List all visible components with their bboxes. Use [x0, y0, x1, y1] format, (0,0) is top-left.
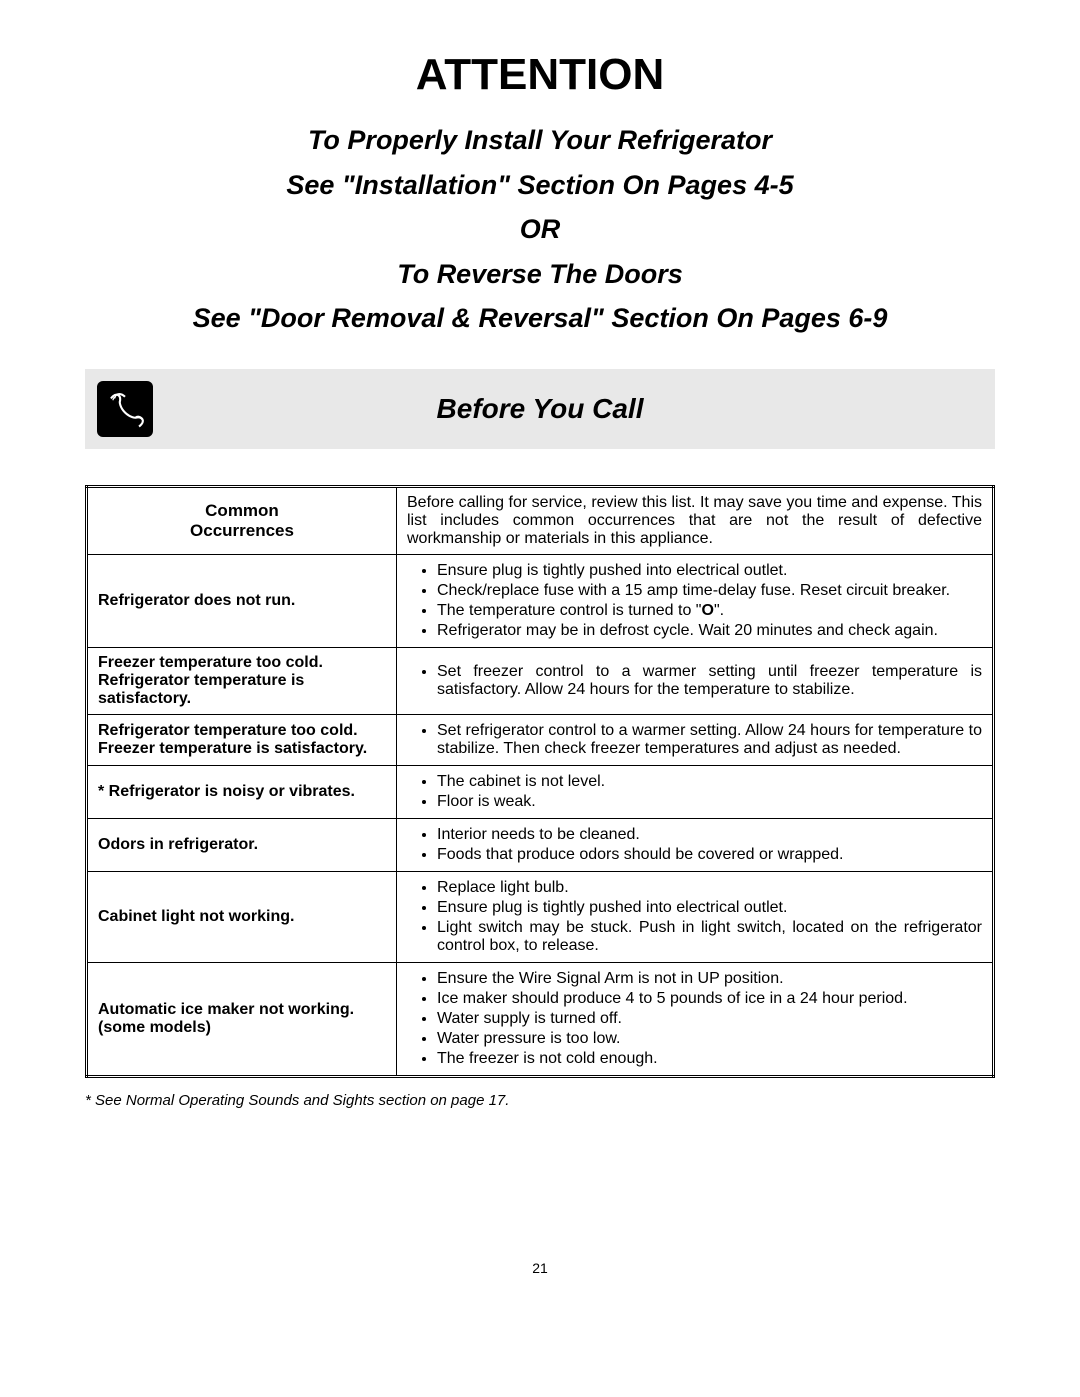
banner-title: Before You Call — [165, 393, 995, 425]
subtitle-line: See "Door Removal & Reversal" Section On… — [85, 296, 995, 341]
table-row-left: Cabinet light not working. — [87, 871, 397, 962]
table-row-left: Refrigerator temperature too cold. Freez… — [87, 714, 397, 765]
list-item: Water supply is turned off. — [437, 1009, 982, 1029]
subtitle-block: To Properly Install Your Refrigerator Se… — [85, 118, 995, 341]
table-header-right: Before calling for service, review this … — [397, 486, 994, 554]
phone-icon — [97, 381, 153, 437]
table-row-right: Ensure the Wire Signal Arm is not in UP … — [397, 962, 994, 1076]
list-item: Foods that produce odors should be cover… — [437, 845, 982, 865]
list-item: Set refrigerator control to a warmer set… — [437, 721, 982, 759]
subtitle-line: OR — [85, 207, 995, 252]
table-row-right: Set freezer control to a warmer setting … — [397, 647, 994, 714]
table-row-right: Ensure plug is tightly pushed into elect… — [397, 554, 994, 647]
list-item: The cabinet is not level. — [437, 772, 982, 792]
page-title: ATTENTION — [85, 50, 995, 100]
table-row-left: * Refrigerator is noisy or vibrates. — [87, 765, 397, 818]
list-item: Water pressure is too low. — [437, 1029, 982, 1049]
list-item: Replace light bulb. — [437, 878, 982, 898]
list-item: Ice maker should produce 4 to 5 pounds o… — [437, 989, 982, 1009]
list-item: Set freezer control to a warmer setting … — [437, 662, 982, 700]
list-item: Refrigerator may be in defrost cycle. Wa… — [437, 621, 982, 641]
list-item: The temperature control is turned to "O"… — [437, 601, 982, 621]
list-item: Ensure plug is tightly pushed into elect… — [437, 561, 982, 581]
subtitle-line: To Properly Install Your Refrigerator — [85, 118, 995, 163]
table-row-right: Replace light bulb.Ensure plug is tightl… — [397, 871, 994, 962]
troubleshooting-table: CommonOccurrencesBefore calling for serv… — [85, 485, 995, 1078]
footnote: * See Normal Operating Sounds and Sights… — [85, 1092, 995, 1109]
list-item: The freezer is not cold enough. — [437, 1049, 982, 1069]
table-row-left: Refrigerator does not run. — [87, 554, 397, 647]
page-number: 21 — [0, 1260, 1080, 1276]
table-row-right: Set refrigerator control to a warmer set… — [397, 714, 994, 765]
list-item: Check/replace fuse with a 15 amp time-de… — [437, 581, 982, 601]
table-row-left: Freezer temperature too cold. Refrigerat… — [87, 647, 397, 714]
table-row-right: The cabinet is not level.Floor is weak. — [397, 765, 994, 818]
list-item: Light switch may be stuck. Push in light… — [437, 918, 982, 956]
phone-icon-container — [85, 381, 165, 437]
table-header-left: CommonOccurrences — [87, 486, 397, 554]
subtitle-line: To Reverse The Doors — [85, 252, 995, 297]
list-item: Ensure plug is tightly pushed into elect… — [437, 898, 982, 918]
list-item: Interior needs to be cleaned. — [437, 825, 982, 845]
before-you-call-banner: Before You Call — [85, 369, 995, 449]
list-item: Ensure the Wire Signal Arm is not in UP … — [437, 969, 982, 989]
subtitle-line: See "Installation" Section On Pages 4-5 — [85, 163, 995, 208]
table-row-left: Automatic ice maker not working. (some m… — [87, 962, 397, 1076]
table-row-left: Odors in refrigerator. — [87, 818, 397, 871]
list-item: Floor is weak. — [437, 792, 982, 812]
table-row-right: Interior needs to be cleaned.Foods that … — [397, 818, 994, 871]
